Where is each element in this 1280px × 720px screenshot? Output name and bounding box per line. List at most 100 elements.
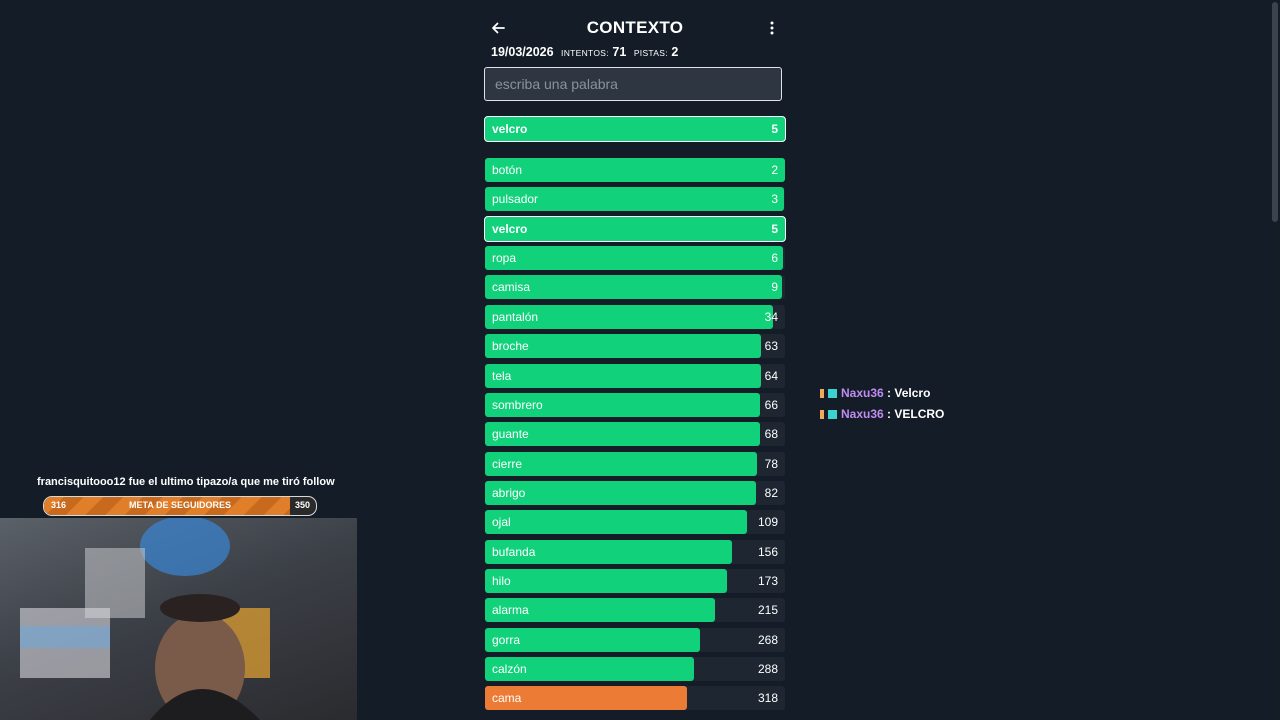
- guess-rank: 64: [764, 368, 778, 383]
- guess-rank: 109: [757, 515, 778, 530]
- guess-rank: 6: [771, 251, 778, 266]
- guess-row: botón 2: [485, 158, 785, 182]
- guess-rank: 34: [764, 309, 778, 324]
- guess-word: bufanda: [492, 544, 536, 559]
- guess-row: gorra 268: [485, 627, 785, 652]
- chat-user: Naxu36: [841, 386, 884, 400]
- guess-bar: [485, 304, 773, 329]
- guess-row: pantalón 34: [485, 304, 785, 329]
- more-vert-icon[interactable]: [762, 18, 782, 38]
- guess-row: alarma 215: [485, 598, 785, 623]
- guess-bar: [485, 510, 747, 535]
- guess-bar: [485, 246, 783, 271]
- guess-rank: 9: [771, 280, 778, 295]
- guess-bar: [485, 480, 756, 505]
- guess-row: abrigo 82: [485, 480, 785, 505]
- badge-icon: [820, 410, 824, 419]
- hints-label: PISTAS:: [633, 48, 668, 58]
- guess-bar: [485, 451, 758, 476]
- guess-word: pantalón: [492, 309, 539, 324]
- attempts-label: INTENTOS:: [561, 48, 609, 58]
- guess-row: sombrero 66: [485, 392, 785, 417]
- chat-text: : VELCRO: [887, 407, 945, 421]
- guess-word: ojal: [492, 515, 511, 530]
- guess-bar: [485, 187, 785, 212]
- scrollbar[interactable]: [1270, 0, 1280, 720]
- goal-progress-fill: [44, 497, 290, 515]
- guess-word: sombrero: [492, 397, 543, 412]
- follower-goal-bar: 316 META DE SEGUIDORES 350: [43, 496, 317, 516]
- guess-rank: 268: [757, 632, 778, 647]
- guess-word: ropa: [492, 251, 517, 266]
- guess-rank: 288: [757, 662, 778, 676]
- chat-message: Naxu36 : Velcro: [820, 386, 930, 400]
- guess-rank: 66: [764, 397, 778, 412]
- guess-bar: [485, 392, 761, 417]
- contexto-app: CONTEXTO 19/03/2026 INTENTOS: 71 PISTAS:…: [484, 0, 786, 720]
- guess-rank: 78: [764, 456, 778, 471]
- guess-bar: [485, 686, 687, 711]
- guess-bar: [485, 657, 695, 681]
- guess-bar: [485, 334, 761, 359]
- current-guess-rank: 5: [771, 122, 778, 136]
- goal-target: 350: [294, 500, 310, 510]
- guess-bar: [485, 422, 760, 447]
- guess-rank: 68: [764, 427, 778, 442]
- guess-row: guante 68: [485, 422, 785, 447]
- guess-word: camisa: [492, 280, 531, 295]
- chat-message: Naxu36 : VELCRO: [820, 407, 944, 421]
- guess-bar: [485, 627, 701, 652]
- guess-row: hilo 173: [485, 568, 785, 593]
- guess-rank: 63: [764, 339, 778, 354]
- guess-rank: 173: [757, 573, 778, 588]
- word-input[interactable]: [484, 67, 782, 101]
- goal-current: 316: [51, 500, 67, 510]
- guess-word: abrigo: [492, 485, 526, 500]
- guess-bar: [485, 598, 716, 623]
- guess-row: camisa 9: [485, 275, 785, 300]
- guess-row: cama 318: [485, 686, 785, 711]
- guess-bar: [485, 216, 785, 241]
- guess-bar: [485, 539, 732, 564]
- webcam-feed: [0, 518, 357, 720]
- top-bar: CONTEXTO: [484, 14, 786, 42]
- back-arrow-icon[interactable]: [488, 18, 508, 38]
- chat-text: : Velcro: [887, 386, 931, 400]
- guess-word: tela: [492, 368, 512, 383]
- guess-word: broche: [492, 339, 529, 354]
- guess-row: bufanda 156: [485, 539, 785, 564]
- attempts-count: 71: [612, 45, 627, 59]
- guess-bar: [485, 158, 785, 182]
- guess-word: cierre: [492, 456, 523, 471]
- badge-icon: [820, 389, 824, 398]
- page-title: CONTEXTO: [586, 18, 684, 37]
- hints-count: 2: [671, 45, 679, 59]
- guess-word: gorra: [492, 632, 521, 647]
- guess-word: botón: [492, 163, 523, 177]
- chat-user: Naxu36: [841, 407, 884, 421]
- guess-row: ropa 6: [485, 246, 785, 271]
- guess-row: pulsador 3: [485, 187, 785, 212]
- guess-word: pulsador: [492, 192, 539, 207]
- guess-word: guante: [492, 427, 529, 442]
- scrollbar-thumb[interactable]: [1272, 2, 1278, 222]
- guess-bar: [485, 568, 728, 593]
- guess-word: alarma: [492, 603, 529, 618]
- guess-rank: 215: [757, 603, 778, 618]
- badge-icon: [828, 389, 837, 398]
- guess-row: tela 64: [485, 363, 785, 388]
- guess-bar: [485, 275, 782, 300]
- guess-rank: 82: [764, 485, 778, 500]
- guess-row: cierre 78: [485, 451, 785, 476]
- badge-icon: [828, 410, 837, 419]
- game-date: 19/03/2026: [491, 45, 554, 59]
- guess-word: hilo: [492, 573, 511, 588]
- game-info: 19/03/2026 INTENTOS: 71 PISTAS: 2: [491, 45, 678, 59]
- last-follower-text: francisquitooo12 fue el ultimo tipazo/a …: [37, 476, 335, 488]
- current-guess-word: velcro: [492, 122, 528, 136]
- guess-row: ojal 109: [485, 510, 785, 535]
- goal-label: META DE SEGUIDORES: [128, 500, 231, 510]
- guess-rank: 318: [757, 691, 778, 706]
- guess-row: velcro 5: [484, 215, 786, 242]
- guess-word: velcro: [492, 221, 528, 236]
